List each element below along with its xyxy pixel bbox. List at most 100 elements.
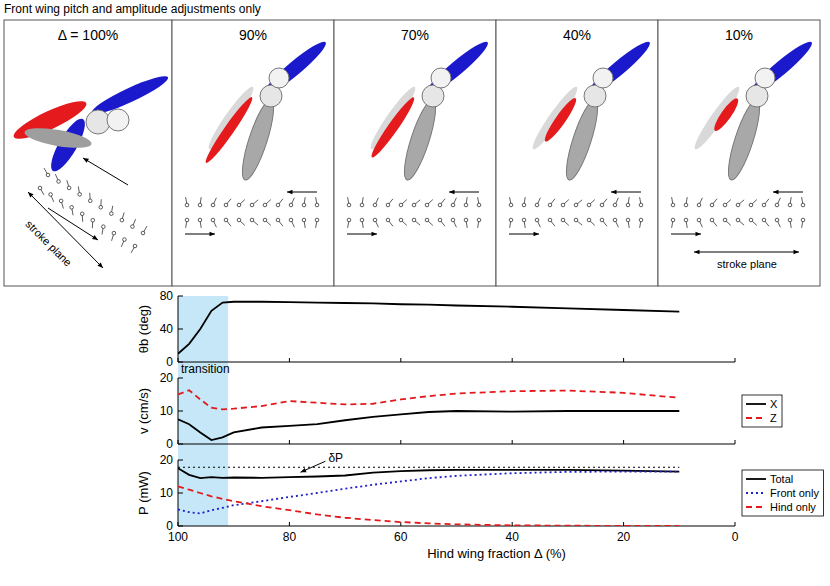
wing-edge (49, 193, 53, 197)
wing-edge (99, 205, 103, 209)
y-tick (178, 362, 183, 363)
arrow-head (287, 190, 293, 195)
wing-edge (801, 218, 805, 222)
wing-edge (697, 203, 701, 207)
x-tick (289, 440, 290, 444)
series-line (178, 302, 679, 354)
wing-edge (438, 218, 442, 222)
x-tick (623, 440, 624, 444)
abdomen (722, 97, 765, 182)
legend-frame (742, 395, 782, 427)
y-axis-title: v (cm/s) (136, 388, 151, 434)
wing-edge (347, 218, 351, 222)
y-tick (178, 329, 183, 330)
arrow-head (92, 235, 98, 240)
wing-edge (78, 193, 82, 197)
thorax (86, 110, 110, 134)
wing-edge (535, 218, 539, 222)
wing-edge (749, 218, 753, 222)
series-line (178, 468, 679, 478)
wing-edge (276, 203, 280, 207)
y-tick (178, 378, 183, 379)
x-tick (623, 522, 624, 526)
diagram-panel: 40% (496, 20, 658, 286)
wing-edge (710, 218, 714, 222)
annotation-label: δP (328, 451, 343, 465)
wing-edge (224, 203, 228, 207)
wing-edge (276, 218, 280, 222)
diagram-panel: 90% (172, 20, 334, 286)
panel-frame (334, 20, 496, 286)
wing-edge (522, 218, 526, 222)
wing-edge (587, 218, 591, 222)
wing-edge (639, 218, 643, 222)
x-tick (178, 358, 179, 362)
head (269, 68, 289, 88)
wing-edge (386, 218, 390, 222)
wing-edge (399, 203, 403, 207)
hind-wing (23, 124, 93, 152)
wing-edge (373, 218, 377, 222)
legend-label: X (770, 398, 778, 410)
arrow-head (694, 250, 700, 255)
arrow-line (48, 208, 98, 240)
x-tick (400, 358, 401, 362)
panel-frame (658, 20, 820, 286)
arrow-head (209, 232, 215, 237)
legend-label: Front only (770, 487, 819, 499)
wing-edge (561, 218, 565, 222)
diagram-panel: Δ = 100%stroke plane (4, 20, 172, 286)
wing-edge (425, 203, 429, 207)
wing-edge (412, 203, 416, 207)
legend-swatch (746, 506, 766, 508)
wing-edge (198, 203, 202, 207)
wing-edge (141, 231, 145, 235)
wing-edge (302, 203, 306, 207)
wing-edge (123, 238, 127, 242)
y-tick-label: 20 (160, 371, 174, 385)
wing-edge (412, 218, 416, 222)
wing-edge (185, 203, 189, 207)
chart-panel: 01020v (cm/s)XZ (136, 371, 782, 451)
y-tick-label: 20 (160, 453, 174, 467)
wing-edge (70, 206, 74, 210)
wing-edge (133, 244, 137, 248)
wing-edge (302, 218, 306, 222)
wing-edge (315, 203, 319, 207)
wing-edge (587, 203, 591, 207)
legend-swatch (746, 478, 766, 480)
wing-edge (775, 203, 779, 207)
wing-edge (775, 218, 779, 222)
x-tick-label: 0 (732, 530, 739, 544)
wing-edge (684, 218, 688, 222)
wing-edge (600, 218, 604, 222)
wing-edge (250, 203, 254, 207)
abdomen (236, 97, 279, 182)
y-tick (178, 460, 183, 461)
y-tick-label: 0 (166, 355, 173, 369)
wing-edge (91, 218, 95, 222)
abdomen (560, 97, 603, 182)
wing-edge (250, 218, 254, 222)
reference-line (178, 467, 679, 468)
wing-edge (185, 218, 189, 222)
wing-edge (373, 203, 377, 207)
y-tick-label: 10 (160, 486, 174, 500)
legend-swatch (746, 492, 766, 494)
y-tick (178, 526, 183, 527)
diagram-panel: 70% (334, 20, 496, 286)
head (755, 68, 775, 88)
arrow-head (301, 468, 307, 472)
x-tick (623, 358, 624, 362)
wing-edge (110, 212, 114, 216)
chart-panel: 04080θb (deg) (136, 289, 735, 369)
panel-label: 90% (239, 27, 267, 43)
wing-edge (671, 203, 675, 207)
series-line (178, 472, 679, 514)
wing-edge (788, 203, 792, 207)
wing-edge (801, 203, 805, 207)
wing-edge (561, 203, 565, 207)
wing-edge (237, 203, 241, 207)
diagram-panel: 10%stroke plane (658, 20, 820, 286)
legend: XZ (742, 395, 782, 427)
